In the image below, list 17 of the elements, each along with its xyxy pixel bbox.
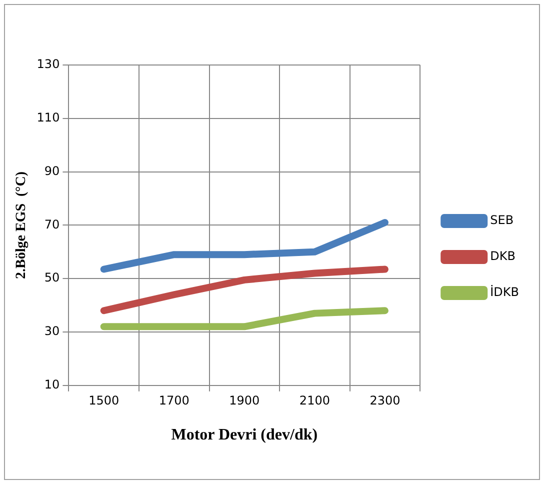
x-tick-label: 2300 <box>370 394 400 408</box>
y-tick-label: 10 <box>44 378 60 392</box>
legend-label: İDKB <box>490 285 520 300</box>
x-tick-label: 1900 <box>229 394 260 408</box>
x-tick-label: 1500 <box>88 394 120 408</box>
x-axis-title: Motor Devri (dev/dk) <box>171 426 318 444</box>
y-tick-label: 130 <box>36 57 60 72</box>
y-tick-label: 30 <box>44 324 60 338</box>
x-tick-label: 1700 <box>158 394 190 408</box>
y-axis-title: 2.Bölge EGS (°C) <box>14 171 30 279</box>
y-tick-label: 70 <box>44 217 60 232</box>
y-tick-label: 110 <box>36 110 60 125</box>
y-tick-label: 50 <box>44 270 60 285</box>
x-tick-label: 2100 <box>299 394 330 408</box>
y-tick-label: 90 <box>44 164 60 178</box>
legend-label: SEB <box>490 213 514 228</box>
legend-label: DKB <box>490 249 516 264</box>
